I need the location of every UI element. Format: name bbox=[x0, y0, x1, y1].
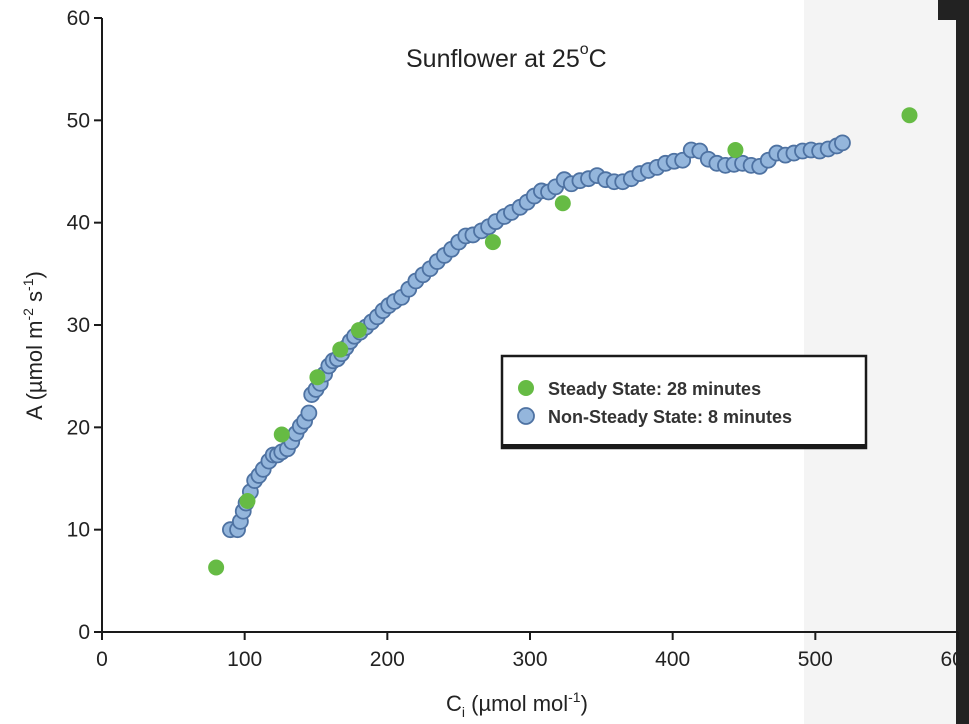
x-axis-title-unit: (µmol mol bbox=[465, 691, 568, 716]
data-point-non-steady bbox=[300, 404, 318, 422]
chart-title-main: Sunflower at 25 bbox=[406, 45, 580, 73]
legend-box bbox=[500, 354, 868, 450]
legend-steady-marker bbox=[518, 380, 534, 396]
legend: Steady State: 28 minutes Non-Steady Stat… bbox=[500, 354, 868, 450]
data-point-steady bbox=[350, 322, 367, 339]
y-axis-title-sup2: -1 bbox=[20, 278, 36, 291]
x-axis-title: Ci (µmol mol-1) bbox=[446, 689, 588, 720]
y-axis-title-sup1: -2 bbox=[20, 308, 36, 321]
y-tick-label: 50 bbox=[67, 109, 90, 132]
legend-nonsteady-marker bbox=[517, 407, 535, 425]
data-point-steady bbox=[554, 195, 571, 212]
y-tick-label: 30 bbox=[67, 314, 90, 337]
data-point-steady bbox=[273, 426, 290, 443]
x-tick-label: 300 bbox=[512, 648, 547, 671]
legend-nonsteady-label: Non-Steady State: 8 minutes bbox=[548, 407, 792, 427]
edge-frame bbox=[938, 0, 969, 724]
x-tick-label: 0 bbox=[96, 648, 108, 671]
legend-steady-label: Steady State: 28 minutes bbox=[548, 379, 761, 399]
legend-shadow bbox=[502, 444, 866, 448]
series-steady bbox=[208, 107, 918, 576]
y-tick-label: 40 bbox=[67, 212, 90, 235]
data-point-steady bbox=[239, 493, 256, 510]
y-axis-title: A (µmol m-2 s-1) bbox=[20, 271, 47, 420]
x-axis-title-sub: i bbox=[462, 704, 465, 720]
y-axis-title-p1: A (µmol m bbox=[22, 321, 47, 420]
x-axis-title-main: C bbox=[446, 691, 462, 716]
data-point-steady bbox=[484, 234, 501, 251]
x-ticks: 0 100 200 300 400 500 600 bbox=[96, 632, 969, 671]
chart-title-unit: C bbox=[589, 45, 607, 73]
y-ticks: 0 10 20 30 40 50 60 bbox=[67, 7, 102, 644]
x-tick-label: 600 bbox=[940, 648, 969, 671]
y-tick-label: 0 bbox=[78, 621, 90, 644]
data-point-steady bbox=[901, 107, 918, 124]
y-tick-label: 60 bbox=[67, 7, 90, 30]
y-axis-title-close: ) bbox=[22, 271, 47, 278]
data-point-non-steady bbox=[834, 134, 851, 152]
chart-title-degree: o bbox=[580, 41, 589, 58]
x-tick-label: 500 bbox=[798, 648, 833, 671]
y-tick-label: 10 bbox=[67, 519, 90, 542]
chart-title: Sunflower at 25oC bbox=[406, 41, 607, 73]
x-tick-label: 200 bbox=[370, 648, 405, 671]
y-tick-label: 20 bbox=[67, 416, 90, 439]
x-tick-label: 400 bbox=[655, 648, 690, 671]
data-point-steady bbox=[309, 369, 326, 386]
x-axis-title-sup: -1 bbox=[568, 689, 581, 705]
data-point-steady bbox=[332, 341, 349, 358]
data-point-steady bbox=[727, 142, 744, 159]
series-non-steady bbox=[221, 134, 851, 539]
x-axis-title-close: ) bbox=[581, 691, 588, 716]
data-point-steady bbox=[208, 559, 225, 576]
y-axis-title-p2: s bbox=[22, 291, 47, 308]
x-tick-label: 100 bbox=[227, 648, 262, 671]
